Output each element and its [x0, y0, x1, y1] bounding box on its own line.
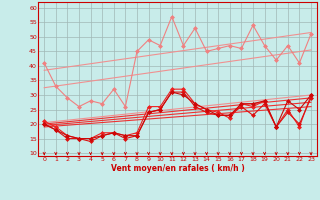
X-axis label: Vent moyen/en rafales ( km/h ): Vent moyen/en rafales ( km/h ): [111, 164, 244, 173]
